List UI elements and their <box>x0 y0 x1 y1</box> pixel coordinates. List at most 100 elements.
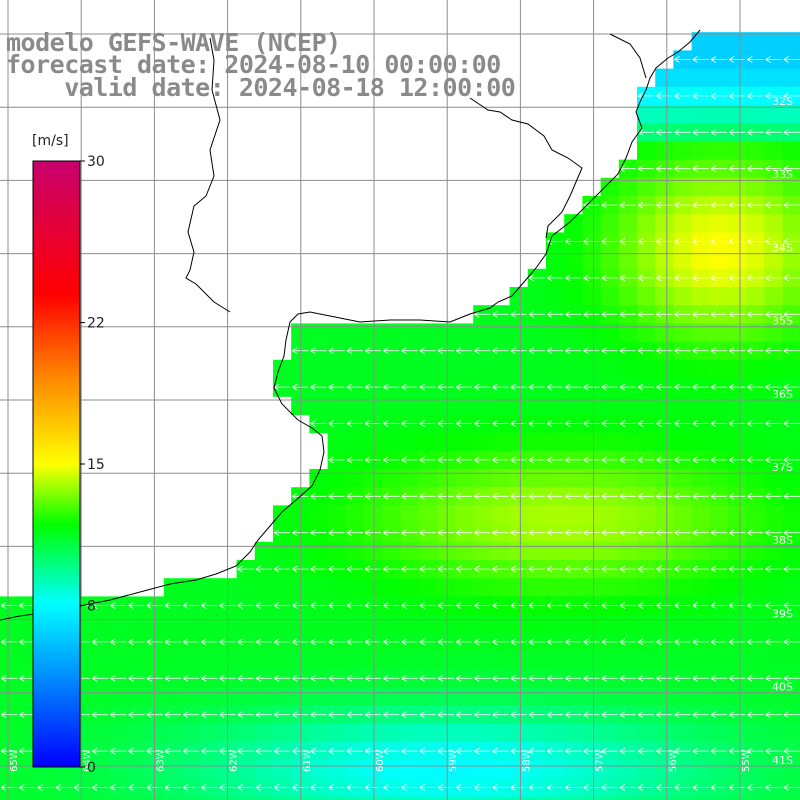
wind-cell <box>364 323 383 343</box>
wind-cell <box>473 541 492 561</box>
wind-cell <box>145 796 165 800</box>
wind-cell <box>400 723 420 743</box>
wind-arrow <box>364 492 382 500</box>
wind-arrow <box>565 711 582 719</box>
wind-arrow <box>710 565 727 573</box>
wind-cell <box>655 250 674 270</box>
wind-arrow <box>310 420 327 427</box>
wind-cell <box>273 614 292 634</box>
wind-cell <box>254 796 274 800</box>
wind-cell <box>309 578 329 597</box>
wind-arrow <box>637 711 655 719</box>
wind-cell <box>546 250 565 270</box>
wind-arrow <box>637 674 655 682</box>
wind-cell <box>527 760 547 779</box>
wind-cell <box>782 32 800 51</box>
wind-arrow <box>619 456 636 464</box>
wind-cell <box>709 68 729 88</box>
wind-cell <box>418 432 438 452</box>
wind-arrow <box>728 492 746 500</box>
wind-arrow <box>783 420 800 427</box>
wind-cell <box>618 287 638 306</box>
wind-cell <box>455 469 474 488</box>
wind-arrow <box>565 238 582 245</box>
wind-cell <box>764 68 784 88</box>
wind-cell <box>764 796 784 800</box>
wind-cell <box>364 796 383 800</box>
wind-cell <box>455 651 474 670</box>
wind-arrow <box>637 492 655 500</box>
wind-arrow <box>674 674 691 682</box>
wind-cell <box>527 723 547 743</box>
wind-cell <box>163 578 183 597</box>
wind-arrow <box>19 784 36 791</box>
wind-cell <box>236 687 256 707</box>
wind-arrow <box>346 674 363 682</box>
wind-cell <box>527 396 547 415</box>
wind-cell <box>564 214 583 233</box>
wind-arrow <box>328 383 345 391</box>
wind-cell <box>582 614 602 634</box>
lat-label: 37S <box>772 461 793 474</box>
wind-cell <box>436 687 456 707</box>
wind-arrow <box>783 638 800 646</box>
wind-arrow <box>783 128 800 136</box>
wind-arrow <box>328 565 345 573</box>
wind-cell <box>72 796 92 800</box>
wind-arrow <box>528 602 545 609</box>
wind-arrow <box>110 674 127 682</box>
wind-cell <box>382 796 401 800</box>
wind-cell <box>309 505 329 525</box>
wind-arrow <box>765 383 782 391</box>
wind-cell <box>345 651 365 670</box>
wind-arrow <box>619 492 636 500</box>
wind-cell <box>673 469 693 488</box>
wind-cell <box>273 687 292 707</box>
wind-cell <box>546 651 565 670</box>
lon-label: 61W <box>302 749 313 772</box>
wind-arrow <box>674 456 691 464</box>
wind-arrow <box>601 602 618 609</box>
wind-cell <box>582 505 602 525</box>
wind-cell <box>0 614 19 634</box>
wind-cell <box>746 614 765 634</box>
wind-cell <box>728 651 747 670</box>
wind-cell <box>546 359 565 379</box>
wind-cell <box>345 396 365 415</box>
wind-cell <box>491 505 511 525</box>
wind-cell <box>473 469 492 488</box>
wind-cell <box>509 359 529 379</box>
wind-arrow <box>656 128 673 136</box>
wind-cell <box>418 469 438 488</box>
wind-arrow <box>528 747 545 755</box>
wind-arrow <box>692 383 709 391</box>
wind-arrow <box>765 274 782 282</box>
wind-cell <box>455 578 474 597</box>
wind-cell <box>600 432 620 452</box>
wind-cell <box>691 505 711 525</box>
wind-arrow <box>492 529 509 537</box>
wind-cell <box>709 723 729 743</box>
wind-arrow <box>455 711 473 719</box>
wind-arrow <box>273 565 291 573</box>
wind-cell <box>691 287 711 306</box>
wind-cell <box>637 687 656 707</box>
wind-cell <box>655 614 674 634</box>
wind-arrow <box>346 565 363 573</box>
wind-cell <box>600 250 620 270</box>
wind-cell <box>509 432 529 452</box>
wind-cell <box>673 214 693 233</box>
wind-arrow <box>546 529 564 537</box>
wind-arrow <box>364 638 382 646</box>
wind-arrow <box>510 492 527 500</box>
wind-cell <box>709 796 729 800</box>
wind-cell <box>746 141 765 161</box>
wind-cell <box>728 687 747 707</box>
wind-arrow <box>728 201 746 209</box>
wind-cell <box>546 287 565 306</box>
wind-arrow <box>328 529 345 537</box>
wind-arrow <box>91 784 109 791</box>
wind-cell <box>546 796 565 800</box>
wind-arrow <box>728 165 746 173</box>
wind-arrow <box>546 310 564 318</box>
